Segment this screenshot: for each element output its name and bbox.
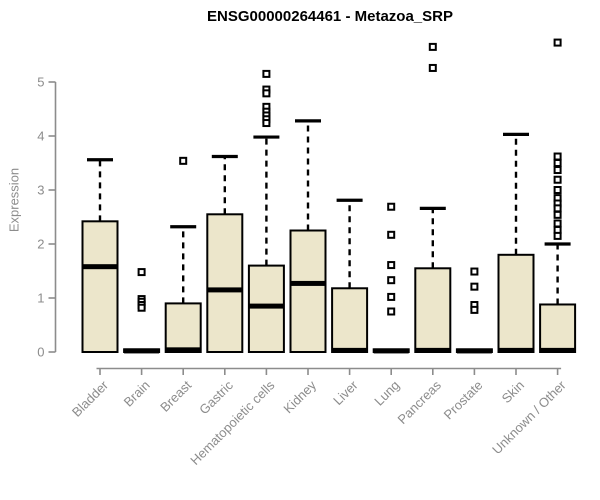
y-tick-label: 1: [37, 291, 44, 306]
median-line: [373, 348, 409, 354]
median-line: [540, 347, 576, 353]
outlier-point: [470, 267, 479, 276]
outlier-point: [470, 305, 479, 314]
x-category-label: Unknown / Other: [489, 377, 569, 457]
outlier-point: [553, 186, 562, 194]
median-line: [165, 347, 201, 353]
outlier-point: [137, 303, 146, 312]
median-line: [207, 287, 243, 293]
median-line: [415, 347, 451, 353]
outlier-point: [470, 282, 479, 291]
outlier-point: [137, 268, 146, 277]
outlier-point: [387, 307, 396, 316]
outlier-point: [262, 89, 271, 98]
x-category-label: Prostate: [441, 378, 486, 423]
box-gastric: [206, 213, 244, 353]
outlier-point: [553, 231, 562, 240]
y-tick-label: 3: [37, 183, 44, 198]
y-tick-label: 0: [37, 345, 44, 360]
box-unknown-other: [539, 303, 577, 354]
y-tick-label: 5: [37, 75, 44, 90]
outlier-point: [387, 202, 396, 211]
y-tick-label: 4: [37, 129, 44, 144]
outlier-point: [553, 38, 562, 47]
x-category-label: Brain: [121, 378, 153, 410]
box-kidney: [289, 229, 327, 353]
outlier-point: [553, 219, 562, 228]
x-category-label: Pancreas: [394, 377, 444, 427]
chart-title: ENSG00000264461 - Metazoa_SRP: [207, 8, 453, 25]
box-pancreas: [414, 267, 452, 353]
outlier-point: [553, 166, 562, 175]
median-line: [248, 303, 284, 309]
median-line: [290, 280, 326, 286]
box-skin: [497, 253, 535, 353]
outlier-point: [179, 156, 188, 165]
outlier-point: [553, 204, 562, 213]
x-category-label: Bladder: [69, 377, 112, 420]
outlier-point: [387, 292, 396, 301]
box-bladder: [81, 220, 119, 353]
outlier-point: [428, 42, 437, 51]
x-category-label: Skin: [499, 378, 527, 406]
outlier-point: [428, 63, 437, 72]
outlier-point: [387, 230, 396, 239]
x-category-label: Kidney: [280, 377, 319, 416]
box-liver: [331, 287, 369, 353]
x-category-label: Liver: [330, 377, 361, 408]
median-line: [124, 348, 160, 354]
outlier-point: [553, 159, 562, 167]
outlier-point: [387, 261, 396, 270]
y-tick-label: 2: [37, 237, 44, 252]
x-category-label: Lung: [371, 378, 402, 409]
x-category-label: Breast: [157, 377, 194, 414]
outlier-point: [387, 276, 396, 285]
outlier-point: [262, 69, 271, 78]
box-hematopoietic-cells: [247, 264, 285, 354]
median-line: [332, 347, 368, 353]
outlier-point: [553, 210, 562, 219]
median-line: [456, 348, 492, 354]
box-breast: [164, 302, 202, 353]
outlier-point: [262, 119, 271, 128]
outlier-point: [553, 152, 562, 161]
x-category-label: Gastric: [196, 377, 236, 417]
median-line: [82, 264, 118, 270]
outlier-point: [553, 175, 562, 184]
median-line: [498, 347, 534, 353]
